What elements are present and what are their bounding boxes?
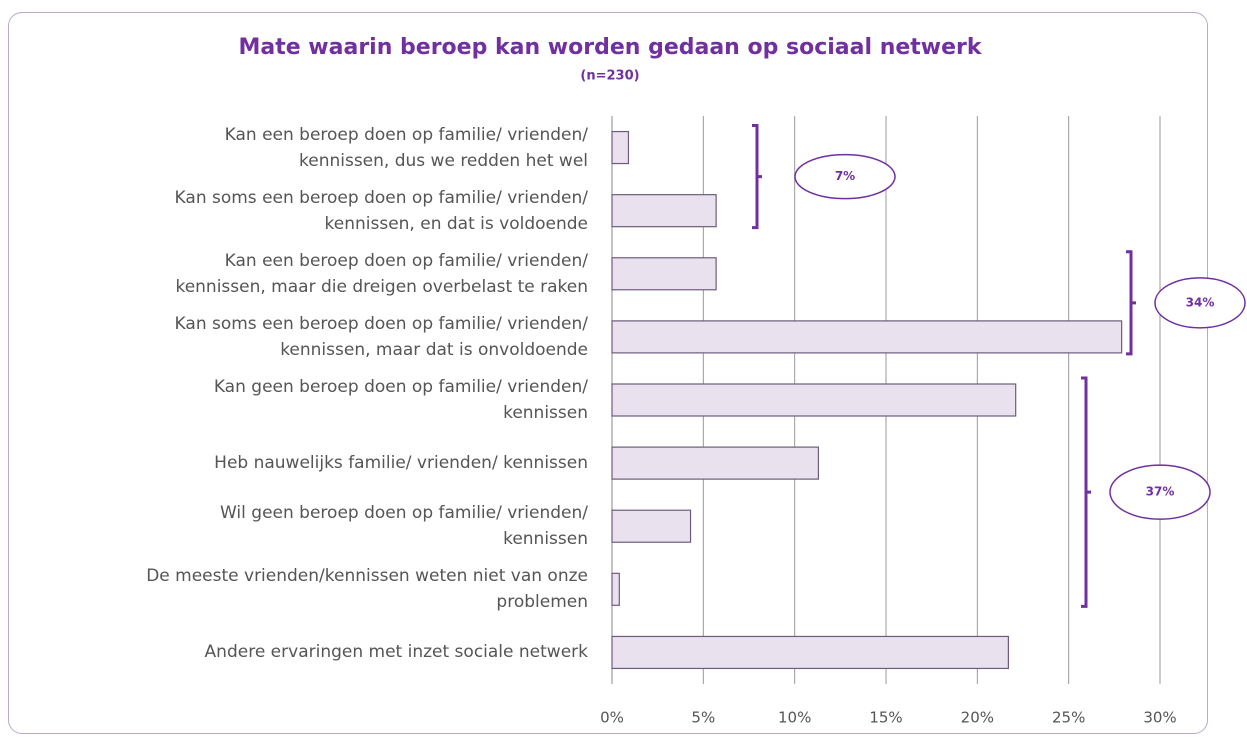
- category-label: Wil geen beroep doen op familie/ vriende…: [220, 503, 588, 550]
- bracket: [752, 124, 762, 230]
- x-tick-label: 20%: [961, 709, 994, 727]
- chart-title: Mate waarin beroep kan worden gedaan op …: [238, 35, 982, 60]
- bar: [611, 635, 1009, 670]
- bracket: [1126, 250, 1136, 356]
- category-label: Andere ervaringen met inzet sociale netw…: [204, 642, 588, 663]
- x-tick-label: 0%: [600, 709, 624, 727]
- bar: [611, 257, 717, 291]
- bar: [611, 320, 1123, 354]
- bar: [611, 446, 820, 480]
- category-label: Kan een beroep doen op familie/ vrienden…: [224, 124, 588, 171]
- bar: [611, 130, 630, 165]
- category-label: Heb nauwelijks familie/ vrienden/ kennis…: [214, 453, 588, 474]
- annotation-label: 34%: [1186, 295, 1215, 309]
- bar: [611, 572, 620, 606]
- chart-frame: [8, 12, 1208, 734]
- bracket: [1081, 376, 1091, 608]
- category-label: Kan soms een beroep doen op familie/ vri…: [174, 313, 588, 360]
- annotation-label: 37%: [1146, 485, 1175, 499]
- chart-subtitle: (n=230): [580, 69, 639, 84]
- bar: [611, 194, 717, 228]
- x-tick-label: 15%: [869, 709, 902, 727]
- category-label: De meeste vrienden/kennissen weten niet …: [146, 566, 588, 613]
- annotation-bubble: [794, 153, 896, 200]
- x-tick-label: 10%: [778, 709, 811, 727]
- category-label: Kan geen beroep doen op familie/ vriende…: [213, 377, 588, 423]
- category-label: Kan een beroep doen op familie/ vrienden…: [175, 250, 588, 297]
- annotation-bubble: [1109, 464, 1211, 520]
- x-tick-label: 5%: [691, 709, 715, 727]
- category-label: Kan soms een beroep doen op familie/ vri…: [174, 187, 588, 234]
- bar: [611, 383, 1017, 417]
- x-tick-label: 25%: [1052, 709, 1085, 727]
- bar: [611, 509, 692, 543]
- annotation-label: 7%: [835, 169, 855, 183]
- x-tick-label: 30%: [1143, 709, 1176, 727]
- annotation-bubble: [1154, 277, 1246, 329]
